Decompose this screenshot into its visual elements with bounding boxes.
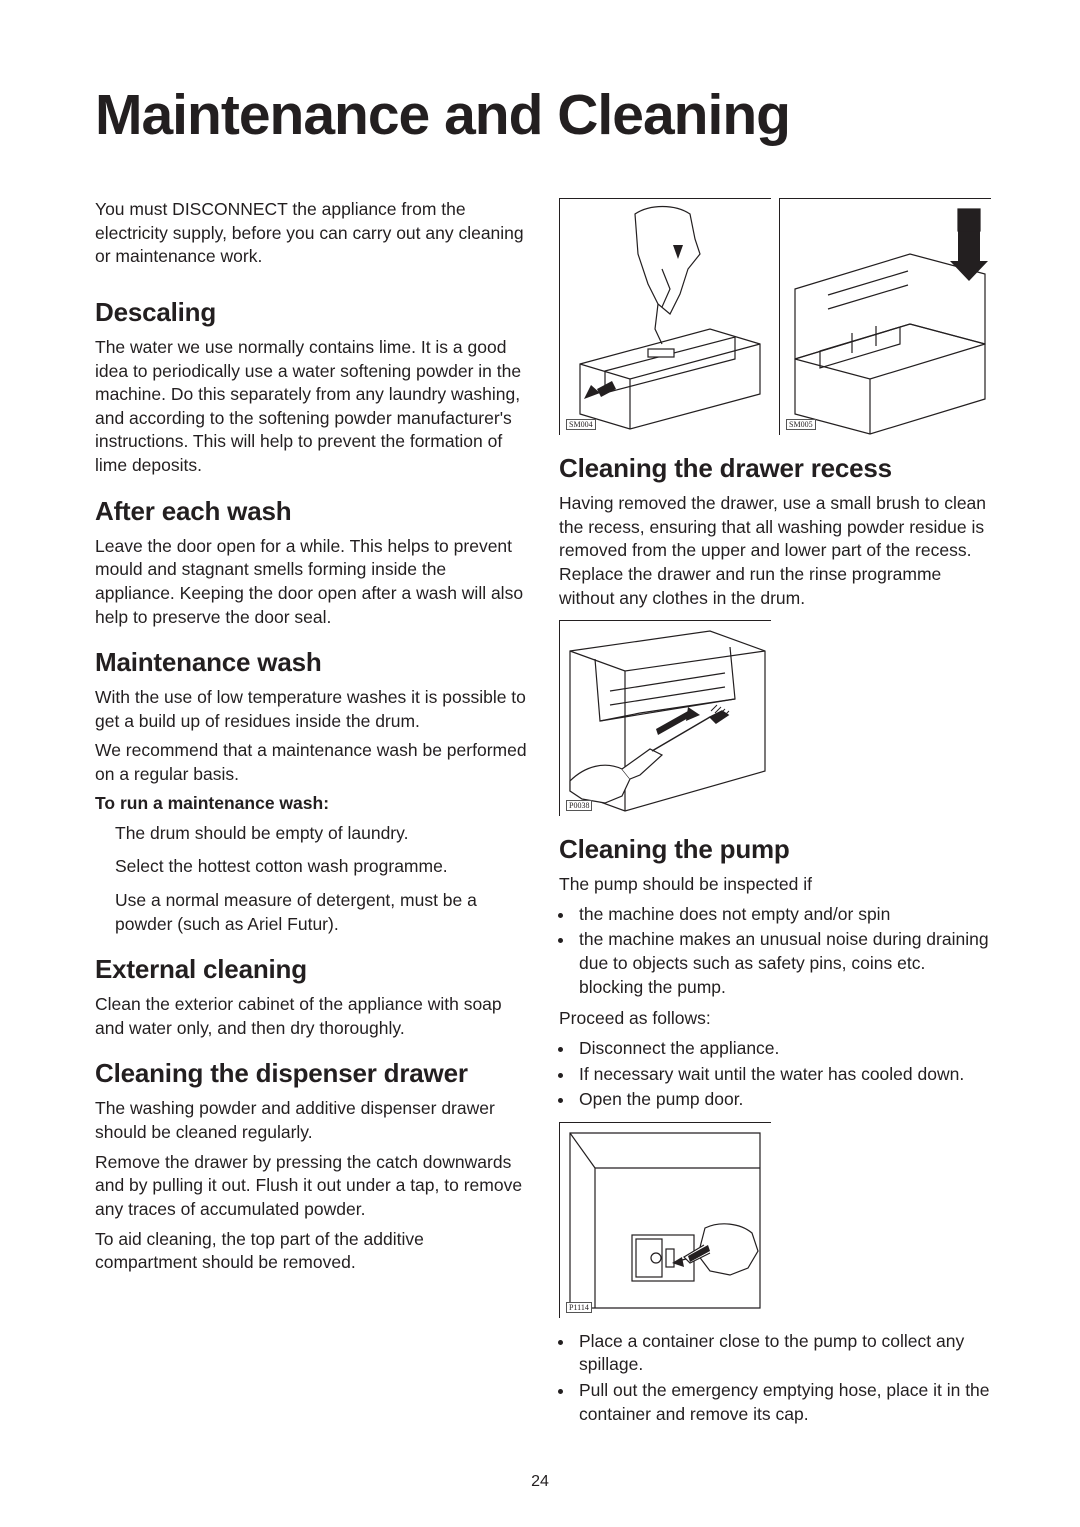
figure-label: SM005 [786,419,816,430]
pump-steps-a: Disconnect the appliance. If necessary w… [559,1037,991,1112]
list-item: Pull out the emergency emptying hose, pl… [575,1379,991,1426]
figure-label: P1114 [566,1302,592,1313]
text-dispenser-1: The washing powder and additive dispense… [95,1097,527,1144]
figure-label: P0038 [566,800,592,811]
left-column: You must DISCONNECT the appliance from t… [95,198,527,1434]
page-number: 24 [0,1473,1080,1491]
pump-steps-b: Place a container close to the pump to c… [559,1330,991,1427]
heading-external-cleaning: External cleaning [95,954,527,985]
content-columns: You must DISCONNECT the appliance from t… [95,198,985,1434]
intro-text: You must DISCONNECT the appliance from t… [95,198,527,269]
figure-pair-drawer: SM004 [559,198,991,435]
text-external-cleaning: Clean the exterior cabinet of the applia… [95,993,527,1040]
list-item: Disconnect the appliance. [575,1037,991,1061]
heading-maintenance-wash: Maintenance wash [95,647,527,678]
page-title: Maintenance and Cleaning [95,82,985,148]
text-dispenser-3: To aid cleaning, the top part of the add… [95,1228,527,1275]
text-proceed: Proceed as follows: [559,1007,991,1031]
figure-p1114: P1114 [559,1122,771,1318]
figure-sm005: SM005 [779,198,991,435]
drawer-remove-icon [560,199,772,436]
list-item: Open the pump door. [575,1088,991,1112]
heading-descaling: Descaling [95,297,527,328]
list-item: the machine makes an unusual noise durin… [575,928,991,999]
heading-after-wash: After each wash [95,496,527,527]
figure-p0038: P0038 [559,620,771,816]
text-dispenser-2: Remove the drawer by pressing the catch … [95,1151,527,1222]
maintenance-item: The drum should be empty of laundry. [115,822,527,846]
heading-cleaning-pump: Cleaning the pump [559,834,991,865]
text-maintenance-2: We recommend that a maintenance wash be … [95,739,527,786]
text-drawer-recess: Having removed the drawer, use a small b… [559,492,991,610]
maintenance-item: Select the hottest cotton wash programme… [115,855,527,879]
figure-sm004: SM004 [559,198,771,435]
recess-brush-icon [560,621,772,817]
figure-label: SM004 [566,419,596,430]
text-pump-intro: The pump should be inspected if [559,873,991,897]
list-item: the machine does not empty and/or spin [575,903,991,927]
text-maintenance-1: With the use of low temperature washes i… [95,686,527,733]
drawer-pullout-icon [780,199,992,436]
list-item: If necessary wait until the water has co… [575,1063,991,1087]
maintenance-item: Use a normal measure of detergent, must … [115,889,527,936]
list-item: Place a container close to the pump to c… [575,1330,991,1377]
text-descaling: The water we use normally contains lime.… [95,336,527,478]
subheading-run-maintenance: To run a maintenance wash: [95,793,527,814]
heading-dispenser-drawer: Cleaning the dispenser drawer [95,1058,527,1089]
pump-door-icon [560,1123,772,1319]
text-after-wash: Leave the door open for a while. This he… [95,535,527,630]
pump-inspect-list: the machine does not empty and/or spin t… [559,903,991,1000]
heading-drawer-recess: Cleaning the drawer recess [559,453,991,484]
right-column: SM004 [559,198,991,1434]
